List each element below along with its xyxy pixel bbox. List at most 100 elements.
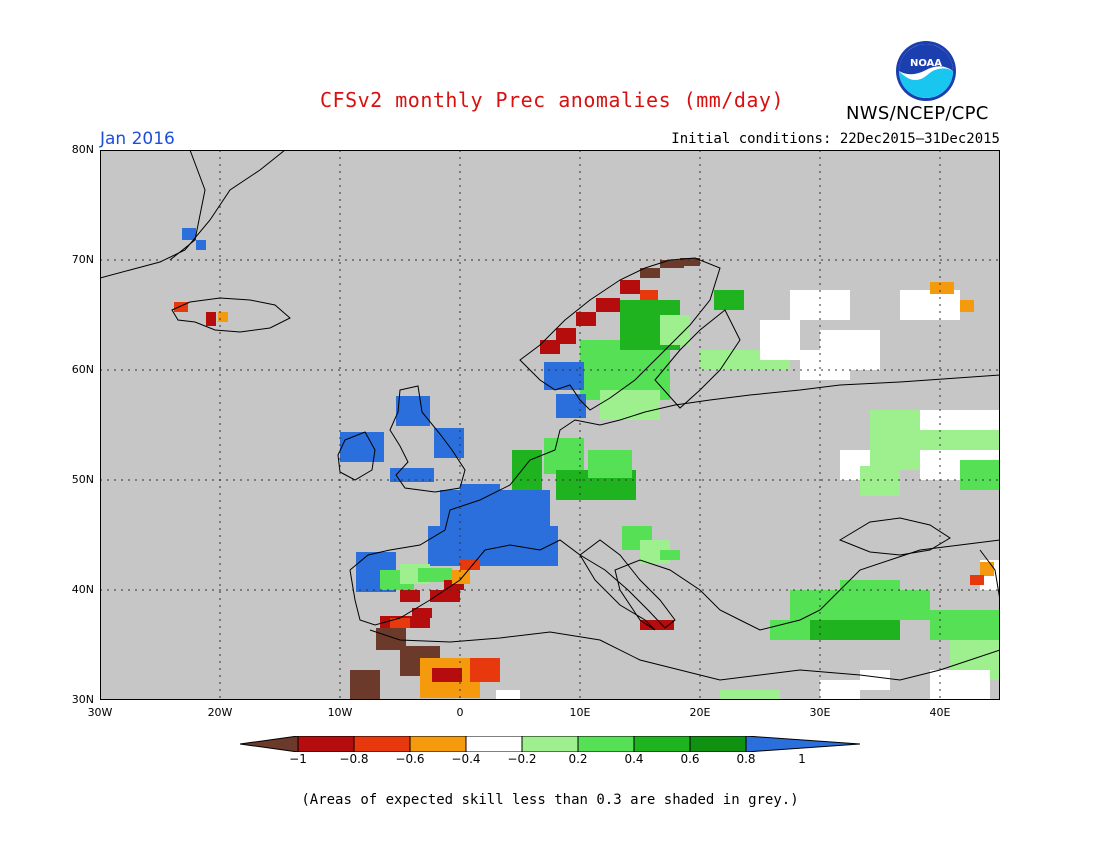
colorbar-tick-label: 0.6: [680, 752, 700, 766]
anomaly-cell: [390, 468, 434, 482]
colorbar-tick-label: −0.4: [451, 752, 481, 766]
anomaly-cell: [800, 620, 900, 640]
anomaly-cell: [390, 618, 410, 628]
latitude-label: 70N: [71, 253, 94, 266]
longitude-label: 20W: [207, 706, 233, 719]
anomaly-cell: [930, 282, 954, 294]
anomaly-cell: [576, 312, 596, 326]
anomaly-cell: [660, 260, 684, 268]
anomaly-cell: [396, 396, 430, 426]
agency-label: NWS/NCEP/CPC: [846, 103, 989, 124]
latitude-label: 30N: [71, 693, 94, 706]
anomaly-cell: [544, 362, 584, 390]
colorbar-segment: [353, 736, 411, 752]
skill-footnote: (Areas of expected skill less than 0.3 a…: [301, 792, 799, 808]
latitude-label: 50N: [71, 473, 94, 486]
anomaly-cell: [660, 620, 674, 630]
colorbar: [240, 736, 860, 752]
colorbar-tick-label: 1: [798, 752, 806, 766]
anomaly-cell: [980, 562, 994, 576]
anomaly-cell: [960, 300, 974, 312]
anomaly-cell: [920, 410, 1000, 430]
colorbar-tick-label: 0.4: [624, 752, 644, 766]
anomaly-cell: [660, 550, 680, 560]
anomaly-map: [100, 150, 1000, 700]
anomaly-cell: [556, 394, 586, 418]
anomaly-cell: [182, 228, 196, 240]
anomaly-cell: [970, 575, 984, 585]
colorbar-tick-label: −1: [289, 752, 307, 766]
longitude-label: 10E: [569, 706, 591, 719]
colorbar-segment: [521, 736, 579, 752]
anomaly-cell: [930, 670, 990, 700]
anomaly-cell: [440, 490, 550, 526]
anomaly-cell: [432, 668, 462, 682]
anomaly-cell: [600, 390, 660, 420]
anomaly-cell: [714, 290, 744, 310]
colorbar-tick-label: −0.8: [339, 752, 369, 766]
anomaly-cell: [218, 312, 228, 322]
graticule: [100, 150, 1000, 700]
longitude-label: 40E: [929, 706, 951, 719]
anomaly-cell: [460, 484, 500, 494]
latitude-label: 40N: [71, 583, 94, 596]
anomaly-cell: [452, 570, 470, 584]
initial-conditions: Initial conditions: 22Dec2015–31Dec2015: [671, 131, 1000, 147]
anomaly-cell: [418, 568, 452, 582]
anomaly-cell: [206, 312, 216, 326]
anomaly-cell: [174, 302, 188, 312]
chart-title: CFSv2 monthly Prec anomalies (mm/day): [319, 88, 785, 112]
anomaly-cell: [376, 628, 406, 650]
anomaly-cell: [960, 460, 1000, 490]
colorbar-segment: [297, 736, 355, 752]
anomaly-cells: [174, 228, 1000, 700]
anomaly-cell: [860, 466, 900, 496]
anomaly-cell: [350, 670, 380, 700]
colorbar-segment: [689, 736, 747, 752]
anomaly-cell: [930, 610, 1000, 640]
anomaly-cell: [544, 438, 584, 474]
anomaly-cell: [588, 450, 632, 478]
anomaly-cell: [412, 608, 432, 618]
anomaly-cell: [196, 240, 206, 250]
month-label: Jan 2016: [100, 129, 175, 149]
longitude-label: 30W: [87, 706, 113, 719]
anomaly-cell: [720, 690, 780, 700]
anomaly-cell: [760, 320, 800, 360]
colorbar-segment: [409, 736, 467, 752]
colorbar-tick-label: −0.6: [395, 752, 425, 766]
anomaly-cell: [820, 680, 860, 700]
anomaly-cell: [400, 590, 420, 602]
anomaly-cell: [680, 258, 700, 266]
anomaly-cell: [512, 450, 542, 490]
anomaly-cell: [840, 580, 900, 594]
latitude-label: 80N: [71, 143, 94, 156]
anomaly-cell: [470, 658, 500, 682]
anomaly-cell: [428, 526, 558, 566]
anomaly-cell: [444, 580, 464, 590]
colorbar-segment: [465, 736, 523, 752]
colorbar-segment: [577, 736, 635, 752]
anomaly-cell: [900, 290, 960, 320]
anomaly-cell: [640, 268, 660, 278]
longitude-label: 0: [456, 706, 464, 719]
anomaly-cell: [860, 670, 890, 690]
svg-text:NOAA: NOAA: [910, 58, 942, 69]
anomaly-cell: [460, 560, 480, 570]
colorbar-arrow-high: [745, 736, 860, 752]
latitude-label: 60N: [71, 363, 94, 376]
anomaly-cell: [620, 280, 640, 294]
colorbar-tick-label: −0.2: [507, 752, 537, 766]
colorbar-segment: [633, 736, 691, 752]
anomaly-cell: [430, 590, 460, 602]
longitude-label: 10W: [327, 706, 353, 719]
anomaly-cell: [556, 328, 576, 344]
anomaly-cell: [820, 330, 880, 370]
anomaly-cell: [540, 340, 560, 354]
colorbar-arrow-low: [240, 736, 299, 752]
noaa-logo: NOAA: [896, 41, 956, 101]
longitude-label: 20E: [689, 706, 711, 719]
anomaly-cell: [340, 432, 384, 462]
anomaly-cell: [596, 298, 620, 312]
colorbar-tick-label: 0.2: [568, 752, 588, 766]
